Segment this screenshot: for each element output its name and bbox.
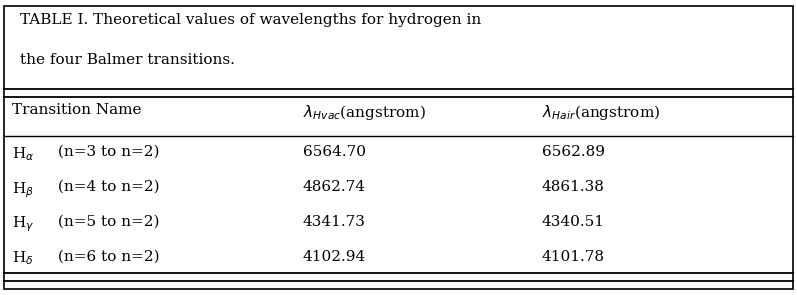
Text: $\lambda_{Hvac}$(angstrom): $\lambda_{Hvac}$(angstrom) [303, 103, 426, 122]
Text: 6562.89: 6562.89 [542, 145, 605, 159]
Text: Transition Name: Transition Name [12, 103, 141, 117]
Text: H$_{\beta}$: H$_{\beta}$ [12, 180, 33, 199]
Text: 4340.51: 4340.51 [542, 215, 605, 229]
Text: 4102.94: 4102.94 [303, 250, 366, 263]
Text: H$_{\delta}$: H$_{\delta}$ [12, 250, 33, 267]
Text: 6564.70: 6564.70 [303, 145, 366, 159]
Text: TABLE I. Theoretical values of wavelengths for hydrogen in: TABLE I. Theoretical values of wavelengt… [20, 13, 481, 27]
Text: (n=4 to n=2): (n=4 to n=2) [53, 180, 160, 194]
Text: 4861.38: 4861.38 [542, 180, 605, 194]
Text: 4862.74: 4862.74 [303, 180, 366, 194]
Text: 4101.78: 4101.78 [542, 250, 605, 263]
Text: the four Balmer transitions.: the four Balmer transitions. [20, 53, 235, 67]
Text: $\lambda_{Hair}$(angstrom): $\lambda_{Hair}$(angstrom) [542, 103, 660, 122]
Text: H$_{\gamma}$: H$_{\gamma}$ [12, 215, 34, 234]
Text: (n=3 to n=2): (n=3 to n=2) [53, 145, 160, 159]
Text: (n=5 to n=2): (n=5 to n=2) [53, 215, 160, 229]
Text: (n=6 to n=2): (n=6 to n=2) [53, 250, 160, 263]
Text: 4341.73: 4341.73 [303, 215, 366, 229]
Text: H$_{\alpha}$: H$_{\alpha}$ [12, 145, 34, 163]
